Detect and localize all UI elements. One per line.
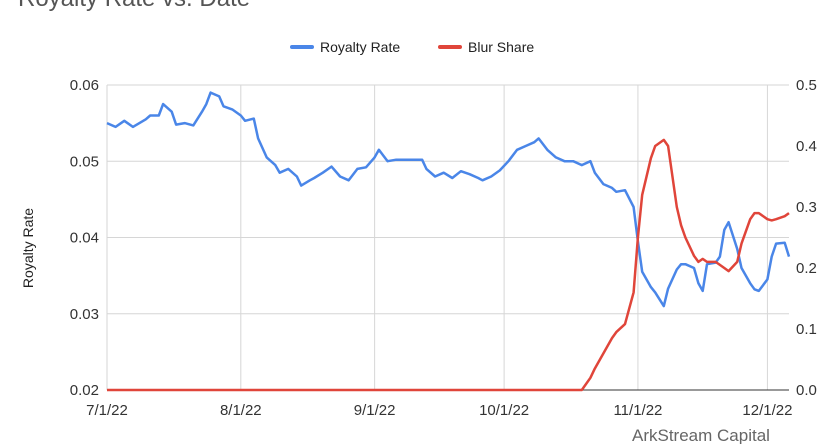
x-tick-label: 10/1/22 bbox=[479, 402, 529, 419]
x-tick-label: 12/1/22 bbox=[742, 402, 792, 419]
data-line bbox=[106, 91, 791, 308]
x-tick-label: 7/1/22 bbox=[86, 402, 128, 419]
y-tick-label: 0.03 bbox=[70, 306, 99, 323]
y2-tick-label: 0.3 bbox=[796, 199, 817, 216]
x-tick-label: 8/1/22 bbox=[220, 402, 262, 419]
legend-label: Blur Share bbox=[468, 39, 534, 55]
chart-title: Royalty Rate vs. Date bbox=[18, 0, 250, 12]
y2-tick-label: 0.4 bbox=[796, 138, 817, 155]
y-tick-label: 0.04 bbox=[70, 230, 99, 247]
legend-label: Royalty Rate bbox=[320, 39, 400, 55]
y-axis-label: Royalty Rate bbox=[20, 208, 36, 288]
y2-tick-label: 0.1 bbox=[796, 321, 817, 338]
y-tick-label: 0.02 bbox=[70, 382, 99, 399]
x-tick-label: 11/1/22 bbox=[613, 402, 662, 419]
y-tick-label: 0.05 bbox=[70, 153, 99, 170]
y2-tick-label: 0.2 bbox=[796, 260, 817, 277]
y-tick-label: 0.06 bbox=[70, 77, 99, 94]
y2-tick-label: 0.0 bbox=[796, 382, 817, 399]
x-tick-label: 9/1/22 bbox=[354, 402, 396, 419]
y2-tick-label: 0.5 bbox=[796, 77, 817, 94]
watermark: ArkStream Capital bbox=[632, 426, 770, 444]
data-line bbox=[107, 138, 790, 392]
